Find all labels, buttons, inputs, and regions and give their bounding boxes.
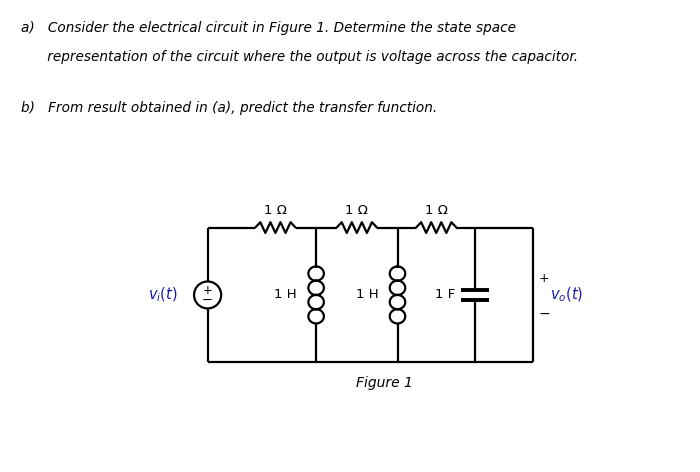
Text: representation of the circuit where the output is voltage across the capacitor.: representation of the circuit where the … <box>21 50 578 64</box>
Text: −: − <box>202 294 214 306</box>
Text: 1 Ω: 1 Ω <box>345 204 368 217</box>
Text: 1 F: 1 F <box>435 288 456 302</box>
Text: +: + <box>203 284 213 297</box>
Text: $v_o(t)$: $v_o(t)$ <box>550 286 583 304</box>
Text: $v_i(t)$: $v_i(t)$ <box>148 286 178 304</box>
Text: Figure 1: Figure 1 <box>356 376 412 390</box>
Text: b)   From result obtained in (a), predict the transfer function.: b) From result obtained in (a), predict … <box>21 101 438 116</box>
Text: −: − <box>538 307 550 321</box>
Text: 1 H: 1 H <box>356 288 378 302</box>
Text: a)   Consider the electrical circuit in Figure 1. Determine the state space: a) Consider the electrical circuit in Fi… <box>21 21 516 35</box>
Text: 1 H: 1 H <box>274 288 297 302</box>
Text: +: + <box>538 271 550 285</box>
Text: 1 Ω: 1 Ω <box>425 204 448 217</box>
Text: 1 Ω: 1 Ω <box>264 204 287 217</box>
